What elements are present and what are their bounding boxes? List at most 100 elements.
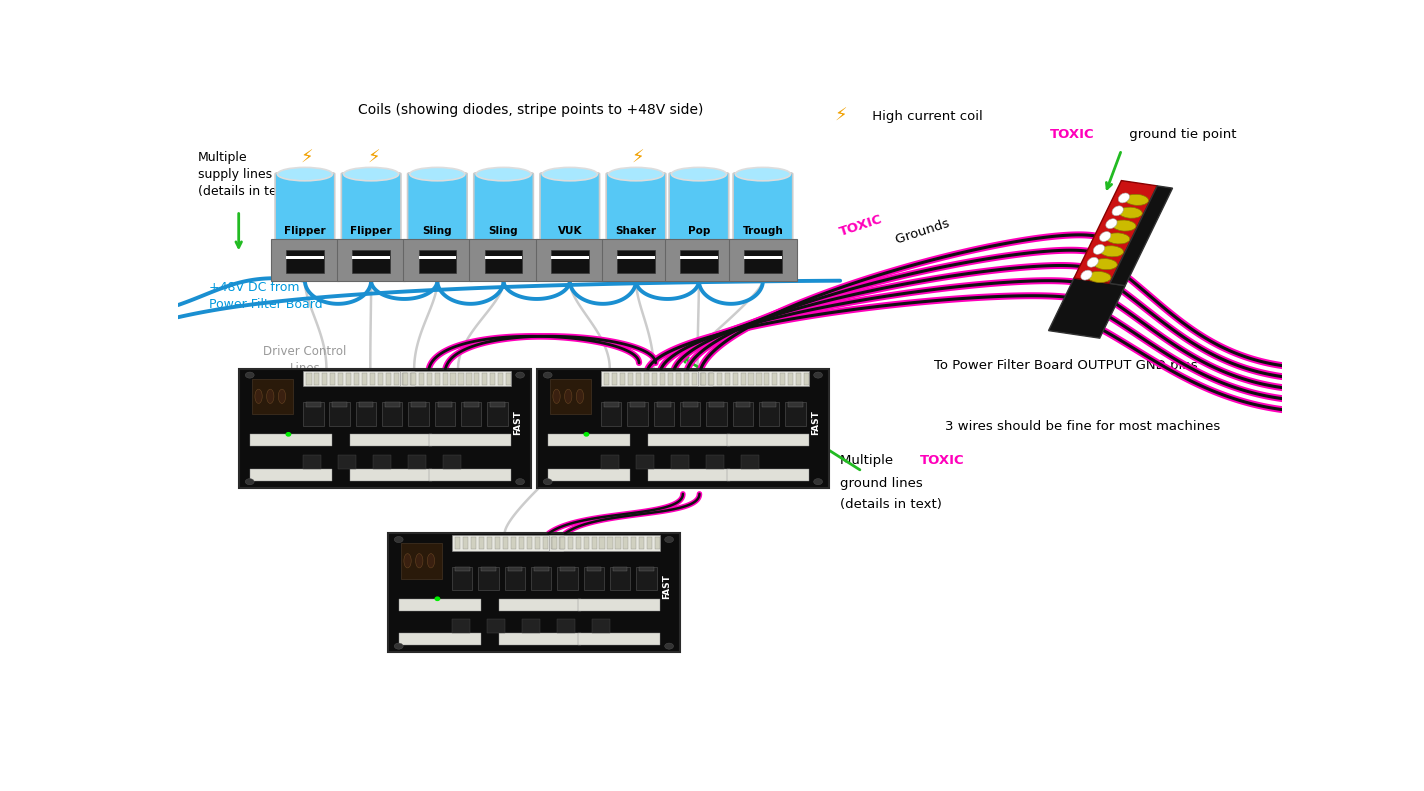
Bar bbox=[553, 537, 557, 549]
Bar bbox=[271, 239, 339, 281]
Bar bbox=[534, 566, 548, 571]
Bar bbox=[382, 403, 403, 426]
Bar bbox=[671, 455, 689, 469]
Bar bbox=[732, 373, 738, 385]
Bar bbox=[560, 566, 575, 571]
Bar bbox=[592, 619, 609, 634]
Ellipse shape bbox=[608, 168, 664, 181]
Bar bbox=[356, 403, 376, 426]
Bar bbox=[467, 373, 471, 385]
Ellipse shape bbox=[1118, 193, 1129, 202]
Bar bbox=[591, 537, 597, 549]
Bar bbox=[490, 403, 506, 407]
Bar bbox=[332, 403, 347, 407]
Bar bbox=[434, 373, 440, 385]
Bar bbox=[676, 373, 681, 385]
Bar bbox=[483, 373, 487, 385]
Bar bbox=[470, 239, 538, 281]
Text: VUK: VUK bbox=[558, 226, 582, 237]
Bar bbox=[402, 543, 441, 578]
Ellipse shape bbox=[544, 372, 553, 378]
Ellipse shape bbox=[813, 479, 823, 485]
Bar bbox=[587, 566, 601, 571]
Bar bbox=[725, 373, 731, 385]
Bar bbox=[765, 373, 769, 385]
Ellipse shape bbox=[564, 389, 572, 403]
FancyBboxPatch shape bbox=[474, 173, 534, 242]
Bar bbox=[450, 373, 456, 385]
Bar bbox=[239, 369, 531, 488]
Bar bbox=[617, 250, 655, 273]
Bar bbox=[535, 537, 540, 549]
Text: Trough: Trough bbox=[742, 226, 783, 237]
Text: Shaker: Shaker bbox=[615, 226, 656, 237]
Bar bbox=[600, 537, 605, 549]
Bar bbox=[355, 373, 359, 385]
Bar bbox=[729, 239, 797, 281]
Text: TOXIC: TOXIC bbox=[1049, 128, 1095, 141]
Bar bbox=[471, 537, 477, 549]
Bar bbox=[609, 566, 631, 590]
Bar bbox=[523, 619, 540, 634]
Bar bbox=[759, 403, 779, 426]
Ellipse shape bbox=[278, 168, 333, 181]
Bar bbox=[429, 469, 511, 481]
Bar bbox=[419, 255, 456, 259]
Bar bbox=[409, 455, 426, 469]
Bar bbox=[668, 373, 674, 385]
Bar bbox=[330, 373, 335, 385]
Ellipse shape bbox=[1106, 219, 1116, 229]
Text: Multiple: Multiple bbox=[840, 454, 897, 467]
Text: Driver Control
Lines: Driver Control Lines bbox=[263, 345, 346, 375]
Bar bbox=[624, 537, 628, 549]
Bar bbox=[451, 566, 473, 590]
Bar bbox=[550, 379, 591, 414]
Bar bbox=[637, 566, 656, 590]
Bar bbox=[604, 403, 618, 407]
Bar bbox=[631, 403, 645, 407]
Text: Pop: Pop bbox=[688, 226, 711, 237]
Bar bbox=[732, 403, 753, 426]
Ellipse shape bbox=[416, 554, 423, 568]
Text: ⚡: ⚡ bbox=[367, 149, 380, 167]
Ellipse shape bbox=[476, 168, 531, 181]
Bar bbox=[451, 536, 562, 551]
Bar bbox=[362, 373, 367, 385]
Text: Multiple
supply lines
(details in text): Multiple supply lines (details in text) bbox=[198, 150, 293, 198]
Bar bbox=[451, 619, 470, 634]
Ellipse shape bbox=[404, 554, 412, 568]
FancyBboxPatch shape bbox=[540, 173, 600, 242]
Ellipse shape bbox=[577, 389, 584, 403]
Bar bbox=[537, 369, 829, 488]
Bar bbox=[535, 239, 604, 281]
Bar bbox=[659, 373, 665, 385]
Bar bbox=[350, 434, 431, 446]
Ellipse shape bbox=[255, 389, 262, 403]
Text: ground lines: ground lines bbox=[840, 477, 923, 490]
Bar bbox=[684, 403, 698, 407]
Bar bbox=[631, 537, 637, 549]
Bar bbox=[644, 373, 649, 385]
Bar bbox=[399, 599, 481, 611]
Bar bbox=[615, 537, 621, 549]
Bar bbox=[551, 537, 555, 549]
Text: Flipper: Flipper bbox=[285, 226, 326, 237]
Bar bbox=[1074, 180, 1158, 283]
Bar bbox=[429, 434, 511, 446]
Bar bbox=[498, 599, 581, 611]
FancyBboxPatch shape bbox=[275, 173, 335, 242]
Bar bbox=[716, 373, 722, 385]
Bar bbox=[306, 403, 320, 407]
Ellipse shape bbox=[434, 596, 440, 601]
Bar bbox=[511, 537, 515, 549]
Bar bbox=[681, 255, 718, 259]
Bar bbox=[637, 455, 654, 469]
Bar bbox=[437, 403, 453, 407]
Bar bbox=[558, 537, 564, 549]
Bar bbox=[419, 250, 456, 273]
Bar bbox=[601, 403, 621, 426]
Bar bbox=[681, 403, 701, 426]
Bar bbox=[377, 373, 383, 385]
Ellipse shape bbox=[515, 372, 524, 378]
Bar bbox=[461, 403, 481, 426]
